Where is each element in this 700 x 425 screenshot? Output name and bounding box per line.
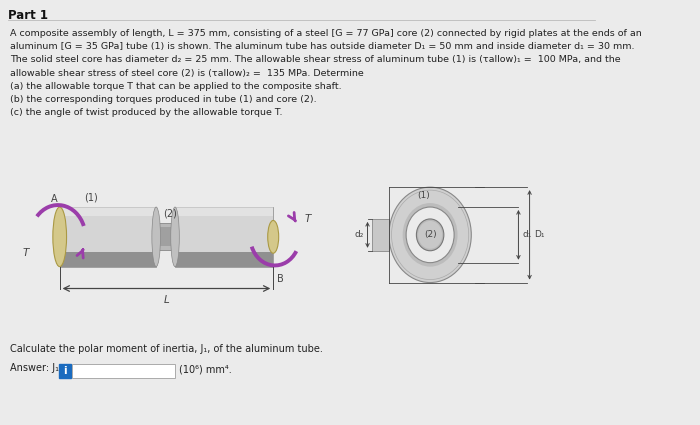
Text: Part 1: Part 1 [8, 9, 48, 23]
Text: L: L [164, 295, 169, 306]
Text: (a) the allowable torque T that can be applied to the composite shaft.: (a) the allowable torque T that can be a… [10, 82, 342, 91]
Circle shape [416, 219, 444, 251]
Text: (10⁶) mm⁴.: (10⁶) mm⁴. [179, 364, 232, 374]
Ellipse shape [152, 207, 160, 266]
Text: Answer: J₁ =: Answer: J₁ = [10, 363, 70, 373]
Text: (2): (2) [163, 209, 177, 218]
Circle shape [406, 207, 454, 263]
Text: T: T [22, 248, 29, 258]
FancyBboxPatch shape [60, 207, 156, 266]
FancyBboxPatch shape [175, 207, 273, 266]
Circle shape [402, 203, 458, 266]
Circle shape [418, 221, 442, 249]
FancyBboxPatch shape [175, 207, 273, 216]
Text: allowable shear stress of steel core (2) is (τallow)₂ =  135 MPa. Determine: allowable shear stress of steel core (2)… [10, 68, 364, 77]
FancyBboxPatch shape [156, 224, 175, 250]
FancyBboxPatch shape [160, 227, 172, 246]
Text: A composite assembly of length, L = 375 mm, consisting of a steel [G = 77 GPa] c: A composite assembly of length, L = 375 … [10, 29, 642, 38]
Circle shape [389, 187, 471, 283]
FancyBboxPatch shape [175, 252, 273, 266]
Text: i: i [63, 366, 66, 377]
Text: D₁: D₁ [534, 230, 545, 239]
Text: A: A [51, 194, 58, 204]
Text: aluminum [G = 35 GPa] tube (1) is shown. The aluminum tube has outside diameter : aluminum [G = 35 GPa] tube (1) is shown.… [10, 42, 634, 51]
Ellipse shape [171, 207, 179, 266]
FancyBboxPatch shape [59, 364, 71, 378]
Text: (c) the angle of twist produced by the allowable torque T.: (c) the angle of twist produced by the a… [10, 108, 283, 117]
Text: B: B [276, 274, 284, 283]
Text: T: T [304, 214, 311, 224]
Ellipse shape [267, 221, 279, 253]
Text: d₁: d₁ [523, 230, 532, 239]
FancyBboxPatch shape [372, 219, 389, 251]
Text: (1): (1) [417, 191, 430, 200]
Text: d₂: d₂ [355, 230, 364, 239]
Ellipse shape [52, 207, 66, 266]
Text: (1): (1) [84, 192, 98, 202]
Text: (2): (2) [424, 230, 436, 239]
FancyBboxPatch shape [71, 364, 174, 378]
Text: Calculate the polar moment of inertia, J₁, of the aluminum tube.: Calculate the polar moment of inertia, J… [10, 344, 323, 354]
FancyBboxPatch shape [60, 252, 156, 266]
FancyBboxPatch shape [60, 207, 156, 216]
Text: The solid steel core has diameter d₂ = 25 mm. The allowable shear stress of alum: The solid steel core has diameter d₂ = 2… [10, 55, 621, 65]
Text: (b) the corresponding torques produced in tube (1) and core (2).: (b) the corresponding torques produced i… [10, 95, 316, 104]
